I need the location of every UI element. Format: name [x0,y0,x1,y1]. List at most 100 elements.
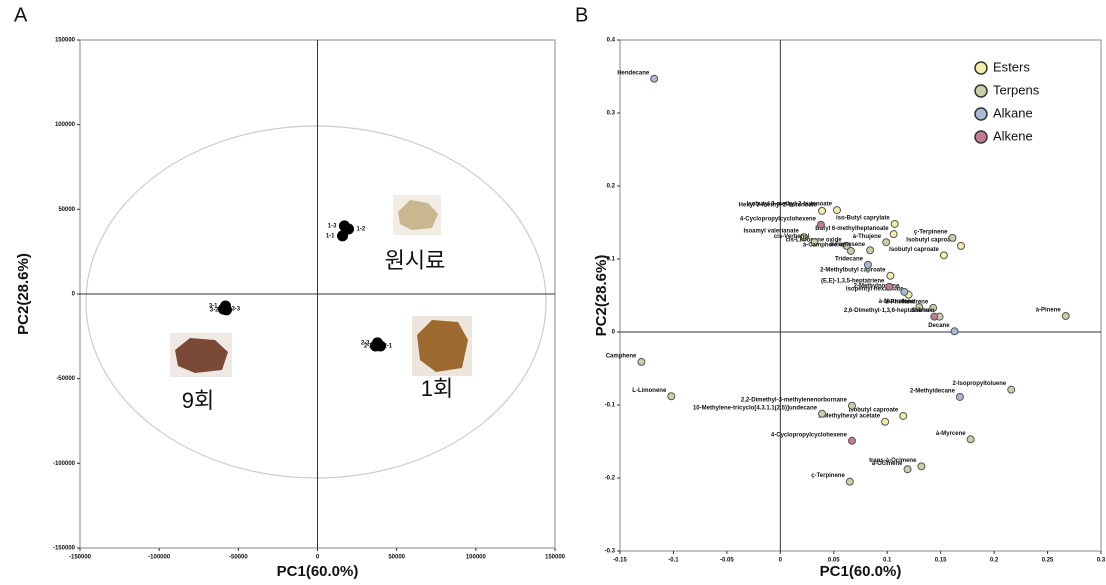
sample-photo [393,195,441,235]
y-tick-label: -150000 [53,546,76,552]
point-label: à-Campholenal [803,243,846,249]
point [799,233,808,242]
point-label: cis-Verbenol [774,234,810,240]
x-tick-label: 0.2 [990,558,999,564]
x-tick-label: -0.05 [720,558,734,564]
x-tick-label: -50000 [229,555,248,561]
point-label: 10-Methylene-tricyclo[4.3.1.1(2,5)]undec… [693,405,818,411]
panel-label: A [14,4,28,26]
point-label: Isobutyl 3-methyl-2-butenoate [747,202,833,208]
legend-label: Esters [993,59,1030,74]
point [917,462,926,471]
point [1007,385,1016,394]
point-label: Camphene [606,354,637,360]
point [637,357,646,366]
y-tick-label: -0.1 [605,403,616,409]
point-label: à-Myrcene [936,431,966,437]
y-tick-label: 0.2 [607,184,616,190]
point-label: ç-Terpinene [914,229,948,235]
x-tick-label: -0.15 [613,558,627,564]
point-label: Decane [928,323,950,329]
legend-label: Terpens [993,82,1040,97]
point [846,246,855,255]
point [966,435,975,444]
point [810,238,819,247]
point-label: 2,2-Dimethyl-3-methylenenorbornane [741,397,848,403]
point [818,206,827,215]
point-label: 1-1 [326,233,335,239]
point-label: Isoamyl valerianate [743,229,799,235]
point [832,206,841,215]
y-axis-title: PC2(28.6%) [15,253,32,335]
legend-marker [974,107,988,121]
panel-label: B [575,4,588,26]
x-tick-label: 0.25 [1042,558,1054,564]
point-label: iso-Butyl caprylate [836,216,890,222]
point [903,465,912,474]
point-label: 2-1 [383,344,392,350]
point-label: à-Phellandrene [885,299,929,305]
point [882,238,891,247]
point [863,260,872,269]
point-label: Hendecane [617,70,650,76]
point [955,392,964,401]
point-label: 4-Cyclopropylcyclohexene [771,432,848,438]
x-axis-title: PC1(60.0%) [277,563,359,580]
point-label: L-Limonene [632,388,667,394]
point [899,411,908,420]
point-label: à-Farnesene [830,242,866,248]
confidence-ellipse [85,125,547,479]
point-label: 2-Isopropyltoluene [953,381,1007,387]
point [915,303,924,312]
point [881,417,890,426]
legend-marker [974,84,988,98]
point-label: à-Thujene [853,234,882,240]
plot-frame [619,39,1102,552]
y-tick-label: 100000 [55,122,76,128]
sample-photo [412,316,472,376]
point-label: trans-à-Ocimene [869,458,917,464]
point-label: 1-3 [328,224,337,230]
x-tick-label: 0.3 [1097,558,1106,564]
y-tick-label: 0.4 [607,38,616,44]
y-tick-label: 150000 [55,38,76,44]
point-label: Tridecane [835,256,864,262]
point [890,219,899,228]
x-tick-label: 0 [779,558,783,564]
point [886,271,895,280]
point-label: 2-3 [361,341,370,347]
x-tick-label: -150000 [69,555,92,561]
point [847,401,856,410]
y-tick-label: 50000 [58,207,75,213]
point-label: 3-2 [210,307,219,313]
point-label: (E,E)-1,3,5-heptatriene [821,278,885,284]
x-axis-title: PC1(60.0%) [820,563,902,580]
point [847,436,856,445]
point [866,246,875,255]
point [818,409,827,418]
y-axis-title: PC2(28.6%) [593,255,610,337]
point-label: 4-Cyclopropylcyclohexene [740,216,817,222]
point [816,220,825,229]
point-label: à-Muurolene [879,299,915,305]
point-label: 2-2 [364,344,373,350]
group-label: 9회 [182,388,214,413]
point-label: 3-3 [231,307,240,313]
point-label: 3-1 [209,304,218,310]
point [337,230,349,242]
point [930,312,939,321]
point-label: 2-Methylnonane [854,283,900,289]
point [948,233,957,242]
y-tick-label: -50000 [56,376,75,382]
x-tick-label: -100000 [148,555,171,561]
point [842,241,851,250]
group-label: 1회 [421,376,453,401]
sample-photo [170,333,232,377]
point [650,74,659,83]
point [956,241,965,250]
legend-marker [974,61,988,75]
point [885,282,894,291]
point-label: Butyl 6-methylheptanoate [815,226,889,232]
x-tick-label: -0.1 [668,558,679,564]
